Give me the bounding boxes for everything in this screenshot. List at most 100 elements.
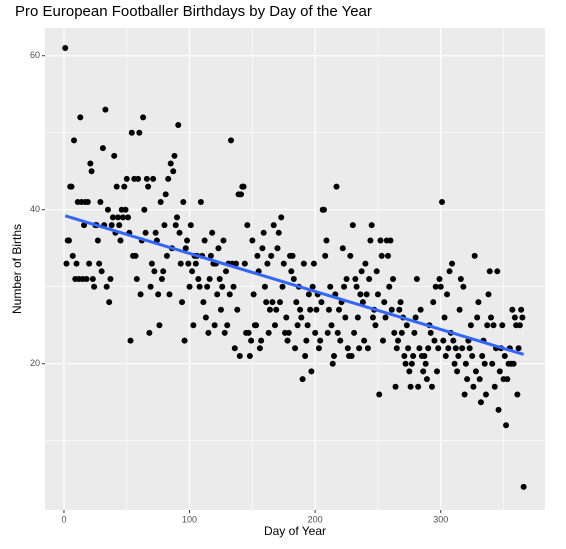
point (385, 252, 392, 259)
point (363, 291, 370, 298)
point (221, 329, 228, 336)
point (315, 345, 322, 352)
point (452, 345, 459, 352)
point (187, 222, 194, 229)
point (305, 291, 312, 298)
point (359, 299, 366, 306)
point (477, 399, 484, 406)
point (103, 283, 110, 290)
point (308, 368, 315, 375)
point (96, 260, 103, 267)
point (180, 199, 187, 206)
point (161, 222, 168, 229)
point (348, 353, 355, 360)
point (269, 299, 276, 306)
point (356, 345, 363, 352)
point (397, 299, 404, 306)
point (133, 276, 140, 283)
point (392, 383, 399, 390)
point (258, 337, 265, 344)
point (343, 276, 350, 283)
x-tick-label: 300 (433, 514, 448, 524)
point (336, 306, 343, 313)
point (344, 345, 351, 352)
point (472, 368, 479, 375)
point (466, 345, 473, 352)
point (317, 337, 324, 344)
point (353, 283, 360, 290)
point (460, 283, 467, 290)
point (304, 322, 311, 329)
point (186, 283, 193, 290)
point (111, 152, 118, 159)
point (456, 306, 463, 313)
point (511, 314, 518, 321)
point (88, 168, 95, 175)
x-tick-label: 100 (182, 514, 197, 524)
point (259, 245, 266, 252)
point (250, 291, 257, 298)
point (125, 214, 132, 221)
point (503, 422, 510, 429)
point (283, 314, 290, 321)
point (109, 214, 116, 221)
point (390, 276, 397, 283)
point (366, 276, 373, 283)
point (108, 222, 115, 229)
point (200, 299, 207, 306)
point (369, 314, 376, 321)
point (309, 283, 316, 290)
point (518, 306, 525, 313)
point (401, 353, 408, 360)
x-tick-label: 200 (308, 514, 323, 524)
point (403, 322, 410, 329)
point (312, 329, 319, 336)
point (197, 199, 204, 206)
point (470, 383, 477, 390)
point (481, 360, 488, 367)
point (185, 260, 192, 267)
point (454, 368, 461, 375)
point (171, 152, 178, 159)
point (206, 276, 213, 283)
point (204, 283, 211, 290)
point (450, 337, 457, 344)
point (205, 329, 212, 336)
point (285, 329, 292, 336)
point (114, 214, 121, 221)
point (374, 291, 381, 298)
point (501, 353, 508, 360)
point (496, 368, 503, 375)
point (440, 337, 447, 344)
point (65, 237, 72, 244)
point (175, 122, 182, 129)
point (135, 175, 142, 182)
point (516, 322, 523, 329)
point (77, 114, 84, 121)
point (320, 206, 327, 213)
point (469, 353, 476, 360)
point (83, 276, 90, 283)
point (121, 183, 128, 190)
point (322, 252, 329, 259)
point (276, 299, 283, 306)
point (264, 260, 271, 267)
point (231, 345, 238, 352)
point (395, 337, 402, 344)
point (313, 306, 320, 313)
point (479, 353, 486, 360)
point (71, 137, 78, 144)
point (157, 199, 164, 206)
point (514, 391, 521, 398)
point (342, 314, 349, 321)
point (495, 406, 502, 413)
point (430, 299, 437, 306)
point (368, 222, 375, 229)
point (284, 337, 291, 344)
point (387, 237, 394, 244)
point (396, 306, 403, 313)
point (432, 283, 439, 290)
point (148, 260, 155, 267)
point (155, 291, 162, 298)
